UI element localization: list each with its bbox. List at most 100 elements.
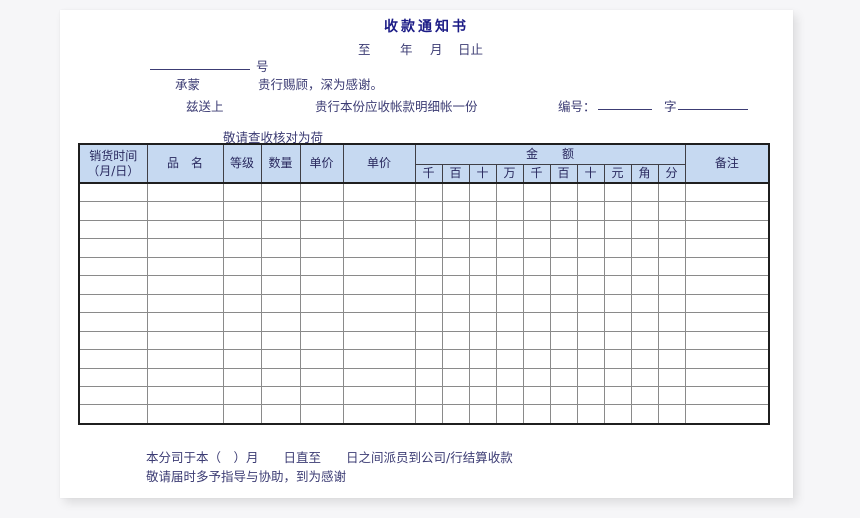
table-cell (603, 404, 632, 425)
table-cell (441, 238, 470, 258)
table-cell (146, 201, 224, 221)
table-cell (684, 182, 770, 203)
table-cell (222, 367, 262, 388)
table-cell (495, 367, 524, 388)
footer-thanks-line: 敬请届时多予指导与协助，到为感谢 (146, 469, 347, 484)
table-cell (495, 256, 524, 277)
table-cell (78, 275, 148, 295)
table-cell (495, 219, 524, 240)
table-cell (146, 385, 224, 406)
table-header-row-2: 千 百 十 万 千 百 十 元 角 分 (79, 163, 769, 184)
table-cell (299, 219, 344, 240)
header-amount: 金 额 (414, 143, 686, 165)
table-cell (146, 256, 224, 277)
table-cell (260, 385, 301, 406)
header-unit-price-2: 单价 (342, 143, 416, 184)
table-cell (342, 275, 416, 295)
table-cell (78, 404, 148, 425)
table-cell (549, 330, 578, 351)
table-cell (576, 293, 605, 314)
table-cell (522, 275, 551, 295)
table-cell (299, 385, 344, 406)
table-cell (441, 201, 470, 221)
table-cell (657, 385, 686, 406)
table-cell (468, 219, 497, 240)
header-grade: 等级 (222, 143, 262, 184)
table-cell (657, 330, 686, 351)
date-line: 至 年 月 日止 (60, 39, 793, 57)
table-cell (495, 349, 524, 369)
table-cell (342, 312, 416, 332)
table-cell (576, 219, 605, 240)
table-cell (684, 275, 770, 295)
table-cell (576, 201, 605, 221)
table-cell (414, 275, 443, 295)
table-cell (299, 275, 344, 295)
table-cell (468, 293, 497, 314)
table-cell (299, 201, 344, 221)
table-cell (657, 275, 686, 295)
table-cell (299, 293, 344, 314)
table-cell (78, 367, 148, 388)
table-cell (684, 404, 770, 425)
table-cell (299, 256, 344, 277)
table-cell (78, 349, 148, 369)
table-cell (414, 256, 443, 277)
table-cell (495, 182, 524, 203)
table-cell (684, 349, 770, 369)
table-row (78, 312, 770, 332)
table-cell (342, 293, 416, 314)
table-cell (549, 182, 578, 203)
table-cell (260, 367, 301, 388)
table-row (78, 367, 770, 388)
table-cell (603, 312, 632, 332)
date-token-month: 月 (430, 42, 443, 57)
header-sales-time: 销货时间 （月/日） (78, 143, 148, 184)
table-cell (522, 293, 551, 314)
table-cell (342, 256, 416, 277)
table-cell (146, 312, 224, 332)
table-cell (657, 238, 686, 258)
header-digit-fen: 分 (657, 163, 686, 184)
table-cell (630, 201, 659, 221)
table-cell (630, 256, 659, 277)
table-cell (468, 182, 497, 203)
table-cell (576, 367, 605, 388)
table-cell (630, 182, 659, 203)
table-cell (146, 275, 224, 295)
table-row (78, 256, 770, 277)
table-row (78, 238, 770, 258)
table-cell (630, 367, 659, 388)
table-cell (222, 256, 262, 277)
deliver-text: 贵行本份应收帐款明细帐一份 (315, 99, 478, 114)
table-cell (222, 404, 262, 425)
table-cell (684, 201, 770, 221)
table-cell (684, 330, 770, 351)
number-line: 号 (60, 56, 793, 74)
table-cell (549, 404, 578, 425)
table-cell (630, 330, 659, 351)
ref-number-blank-underline (598, 96, 652, 110)
table-cell (260, 219, 301, 240)
form-title: 收款通知书 (384, 19, 469, 35)
table-header-row-1: 销货时间 （月/日） 品 名 等级 数量 单价 单价 金 额 备注 (78, 143, 770, 184)
footer-settlement-line: 本分司于本（ ）月 日直至 日之间派员到公司/行结算收款 (146, 450, 513, 465)
table-cell (468, 312, 497, 332)
table-cell (576, 349, 605, 369)
table-cell (684, 312, 770, 332)
table-cell (342, 349, 416, 369)
table-cell (522, 349, 551, 369)
table-cell (657, 256, 686, 277)
table-cell (495, 404, 524, 425)
table-cell (576, 182, 605, 203)
table-cell (630, 312, 659, 332)
number-blank-underline (150, 56, 250, 70)
table-cell (468, 275, 497, 295)
table-cell (603, 182, 632, 203)
table-cell (495, 385, 524, 406)
table-cell (260, 182, 301, 203)
table-cell (342, 238, 416, 258)
table-cell (146, 349, 224, 369)
date-token-day-end: 日止 (458, 42, 484, 57)
table-cell (468, 238, 497, 258)
